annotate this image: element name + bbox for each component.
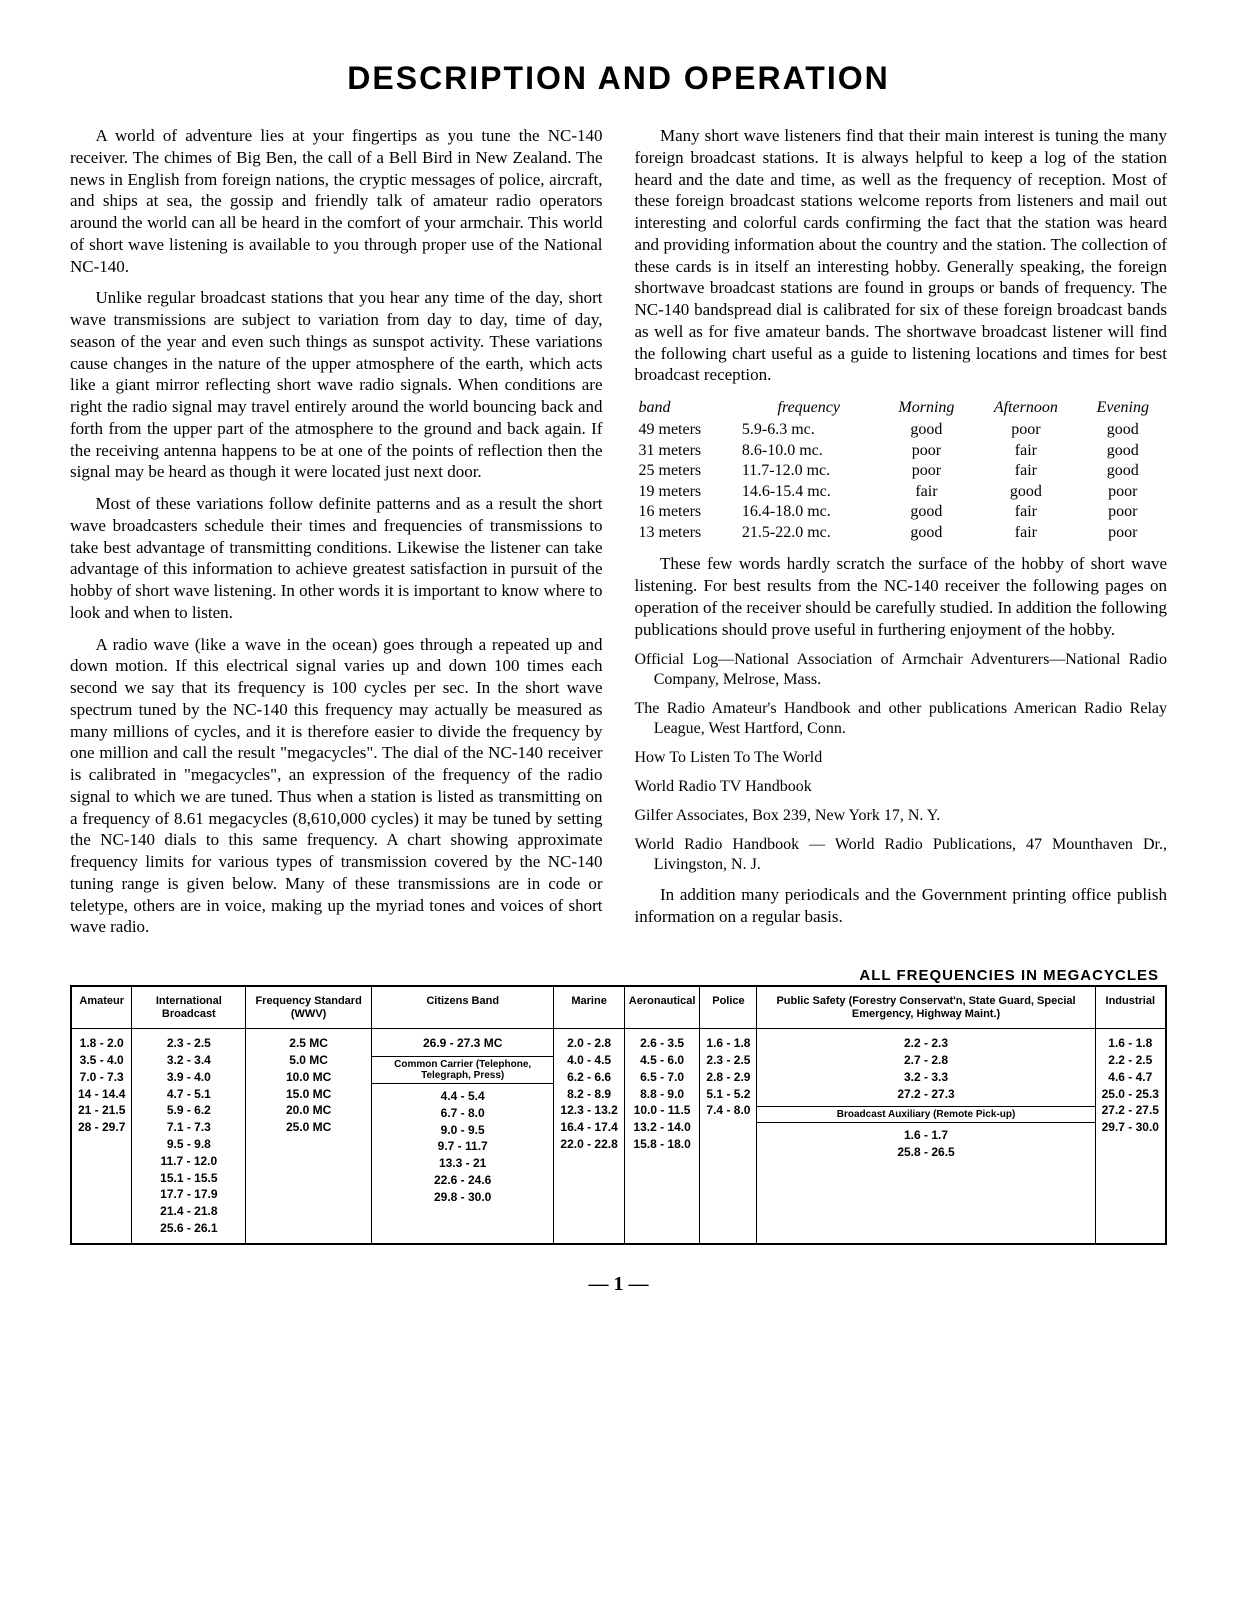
publications-list: Official Log—National Association of Arm… <box>635 650 1168 875</box>
ft-h-intl: International Broadcast <box>132 986 246 1029</box>
frequency-table: Amateur International Broadcast Frequenc… <box>70 985 1167 1245</box>
band-row: 49 meters5.9-6.3 mc.goodpoorgood <box>635 420 1168 440</box>
band-th-afternoon: Afternoon <box>973 396 1078 420</box>
ft-h-marine: Marine <box>554 986 624 1029</box>
ft-sub-aux: Broadcast Auxiliary (Remote Pick-up) <box>757 1106 1094 1123</box>
para-3: Most of these variations follow definite… <box>70 493 603 624</box>
freq-table-title: ALL FREQUENCIES IN MEGACYCLES <box>851 967 1167 984</box>
pub-1: Official Log—National Association of Arm… <box>635 650 1168 690</box>
ft-wwv: 2.5 MC5.0 MC10.0 MC15.0 MC20.0 MC25.0 MC <box>246 1029 372 1244</box>
ft-industrial: 1.6 - 1.82.2 - 2.54.6 - 4.725.0 - 25.327… <box>1095 1029 1166 1244</box>
pub-4a: World Radio TV Handbook <box>635 777 1168 797</box>
ft-h-police: Police <box>700 986 757 1029</box>
ft-amateur: 1.8 - 2.03.5 - 4.07.0 - 7.314 - 14.421 -… <box>71 1029 132 1244</box>
ft-citizens: 26.9 - 27.3 MC Common Carrier (Telephone… <box>371 1029 553 1244</box>
ft-aero: 2.6 - 3.54.5 - 6.06.5 - 7.08.8 - 9.010.0… <box>624 1029 700 1244</box>
ft-h-wwv: Frequency Standard (WWV) <box>246 986 372 1029</box>
pub-5: World Radio Handbook — World Radio Publi… <box>635 835 1168 875</box>
band-row: 19 meters14.6-15.4 mc.fairgoodpoor <box>635 482 1168 502</box>
pub-4b: Gilfer Associates, Box 239, New York 17,… <box>635 806 1168 826</box>
para-6: These few words hardly scratch the surfa… <box>635 553 1168 640</box>
band-reception-table: band frequency Morning Afternoon Evening… <box>635 396 1168 543</box>
pub-2: The Radio Amateur's Handbook and other p… <box>635 699 1168 739</box>
page-title: DESCRIPTION AND OPERATION <box>70 60 1167 97</box>
ft-marine: 2.0 - 2.84.0 - 4.56.2 - 6.68.2 - 8.912.3… <box>554 1029 624 1244</box>
band-row: 31 meters8.6-10.0 mc.poorfairgood <box>635 441 1168 461</box>
body-text: A world of adventure lies at your finger… <box>70 125 1167 943</box>
band-th-evening: Evening <box>1079 396 1167 420</box>
ft-sub-carrier: Common Carrier (Telephone, Telegraph, Pr… <box>372 1056 553 1084</box>
ft-h-safety: Public Safety (Forestry Conservat'n, Sta… <box>757 986 1095 1029</box>
ft-police: 1.6 - 1.82.3 - 2.52.8 - 2.95.1 - 5.27.4 … <box>700 1029 757 1244</box>
band-th-morning: Morning <box>880 396 974 420</box>
ft-safety: 2.2 - 2.32.7 - 2.83.2 - 3.327.2 - 27.3 B… <box>757 1029 1095 1244</box>
pub-3: How To Listen To The World <box>635 748 1168 768</box>
band-row: 13 meters21.5-22.0 mc.goodfairpoor <box>635 523 1168 543</box>
ft-h-amateur: Amateur <box>71 986 132 1029</box>
frequency-chart: ALL FREQUENCIES IN MEGACYCLES Amateur In… <box>70 967 1167 1245</box>
band-row: 16 meters16.4-18.0 mc.goodfairpoor <box>635 502 1168 522</box>
ft-intl: 2.3 - 2.53.2 - 3.43.9 - 4.04.7 - 5.15.9 … <box>132 1029 246 1244</box>
para-7: In addition many periodicals and the Gov… <box>635 884 1168 928</box>
para-5: Many short wave listeners find that thei… <box>635 125 1168 386</box>
para-4: A radio wave (like a wave in the ocean) … <box>70 634 603 939</box>
band-th-band: band <box>635 396 738 420</box>
para-1: A world of adventure lies at your finger… <box>70 125 603 277</box>
ft-h-citizens: Citizens Band <box>371 986 553 1029</box>
page-number: — 1 — <box>70 1273 1167 1296</box>
band-row: 25 meters11.7-12.0 mc.poorfairgood <box>635 461 1168 481</box>
ft-h-industrial: Industrial <box>1095 986 1166 1029</box>
para-2: Unlike regular broadcast stations that y… <box>70 287 603 483</box>
ft-h-aero: Aeronautical <box>624 986 700 1029</box>
band-th-freq: frequency <box>738 396 880 420</box>
